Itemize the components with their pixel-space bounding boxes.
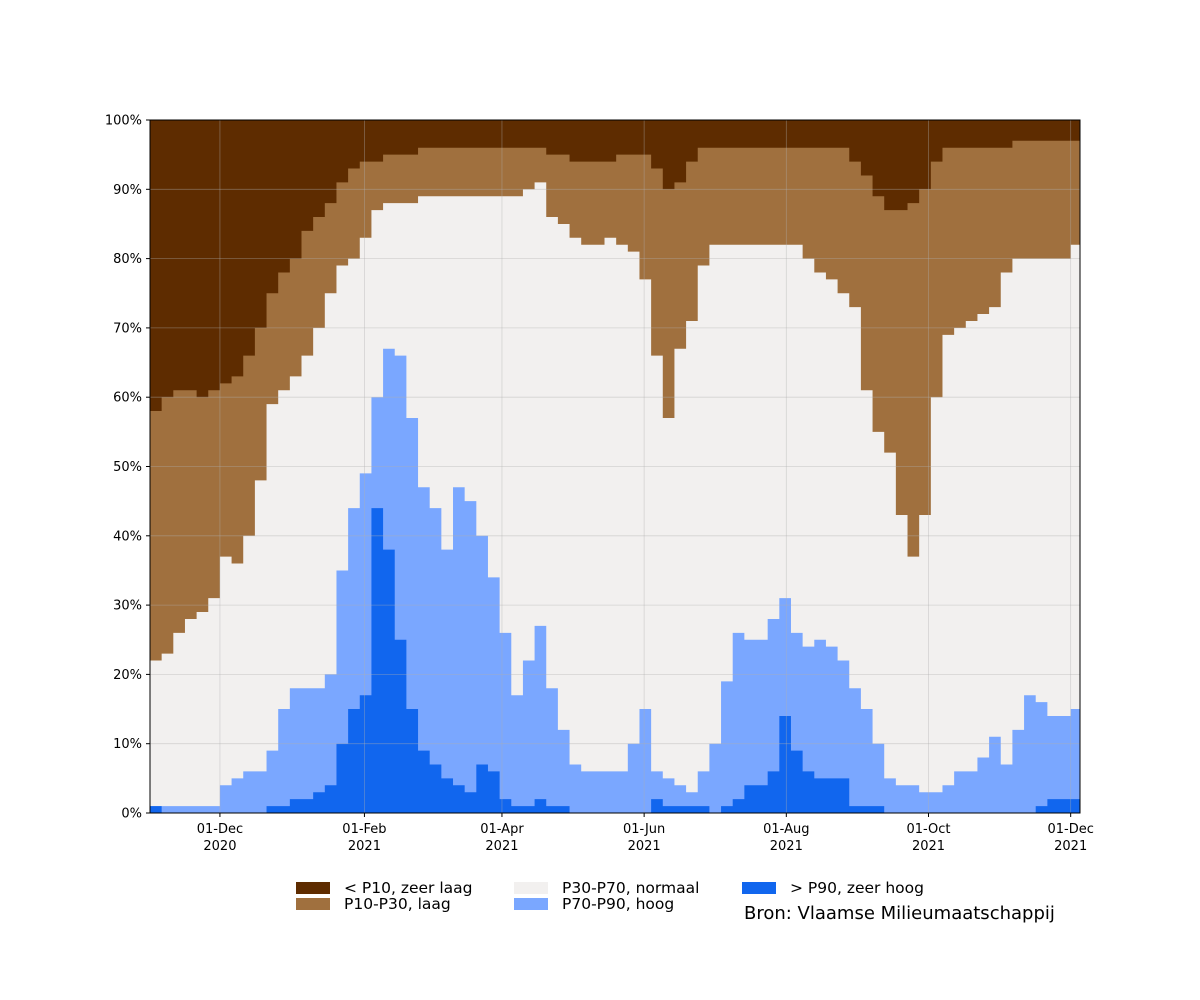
legend-label-hoog: P70-P90, hoog (562, 895, 675, 913)
y-tick-label: 90% (113, 183, 142, 198)
legend-swatch-laag (296, 898, 330, 910)
x-tick-year: 2020 (203, 839, 236, 854)
x-axis: 01-Dec 2020 01-Feb 2021 01-Apr 2021 01-Jun 2021… (197, 813, 1094, 854)
x-tick-year: 2021 (912, 839, 945, 854)
legend-item-zeer-laag: < P10, zeer laag (296, 879, 473, 897)
x-tick-year: 2021 (770, 839, 803, 854)
y-tick-label: 80% (113, 252, 142, 267)
y-tick-label: 10% (113, 737, 142, 752)
y-tick-label: 70% (113, 321, 142, 336)
y-axis: 0% 10% 20% 30% 40% 50% 60% 70% 80% 90% 100% (105, 114, 150, 822)
y-tick-label: 60% (113, 391, 142, 406)
area-p90-zeer-hoog (150, 508, 1080, 813)
x-tick-label: 01-Oct (906, 822, 950, 837)
x-tick-year: 2021 (348, 839, 381, 854)
x-tick-label: 01-Dec (197, 822, 243, 837)
legend-item-laag: P10-P30, laag (296, 895, 451, 913)
legend-item-zeer-hoog: > P90, zeer hoog (742, 879, 924, 897)
y-tick-label: 100% (105, 114, 142, 129)
legend-item-normaal: P30-P70, normaal (514, 879, 700, 897)
legend-swatch-hoog (514, 898, 548, 910)
x-tick-label: 01-Aug (763, 822, 809, 837)
y-tick-label: 30% (113, 599, 142, 614)
legend: < P10, zeer laag P10-P30, laag P30-P70, … (296, 879, 1116, 940)
legend-label-normaal: P30-P70, normaal (562, 879, 700, 897)
source-note: Bron: Vlaamse Milieumaatschappij (744, 903, 1055, 924)
stacked-areas (150, 120, 1080, 814)
y-tick-label: 0% (121, 807, 142, 822)
legend-label-zeer-hoog: > P90, zeer hoog (790, 879, 924, 897)
y-tick-label: 50% (113, 460, 142, 475)
x-tick-label: 01-Feb (342, 822, 386, 837)
x-tick-year: 2021 (1054, 839, 1087, 854)
legend-swatch-zeer-hoog (742, 882, 776, 894)
legend-label-laag: P10-P30, laag (344, 895, 451, 913)
y-tick-label: 20% (113, 668, 142, 683)
x-tick-label: 01-Jun (623, 822, 665, 837)
x-tick-label: 01-Dec (1047, 822, 1093, 837)
legend-item-hoog: P70-P90, hoog (514, 895, 675, 913)
x-tick-year: 2021 (485, 839, 518, 854)
y-tick-label: 40% (113, 529, 142, 544)
legend-swatch-normaal (514, 882, 548, 894)
x-tick-year: 2021 (628, 839, 661, 854)
x-tick-label: 01-Apr (480, 822, 524, 837)
legend-label-zeer-laag: < P10, zeer laag (344, 879, 473, 897)
legend-swatch-zeer-laag (296, 882, 330, 894)
